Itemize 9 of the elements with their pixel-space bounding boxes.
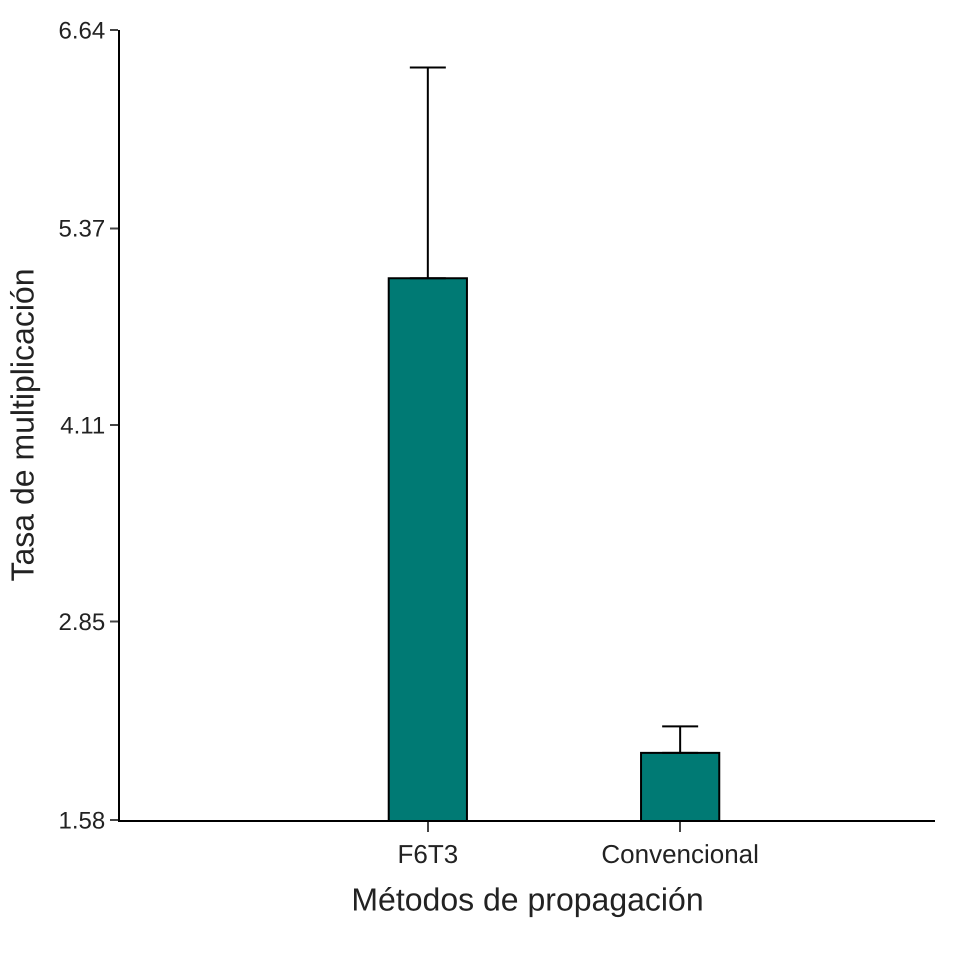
y-tick-label: 4.11 (60, 412, 106, 440)
y-tick-label: 2.85 (58, 609, 106, 636)
y-tick-label: 5.37 (58, 216, 106, 243)
x-tick-label: Convencional (601, 839, 759, 870)
y-tick-label: 1.58 (58, 807, 106, 834)
x-tick-label: F6T3 (397, 839, 458, 870)
y-axis-title: Tasa de multiplicación (4, 268, 40, 582)
y-tick-label: 6.64 (58, 17, 106, 44)
x-axis-title: Métodos de propagación (351, 882, 704, 918)
